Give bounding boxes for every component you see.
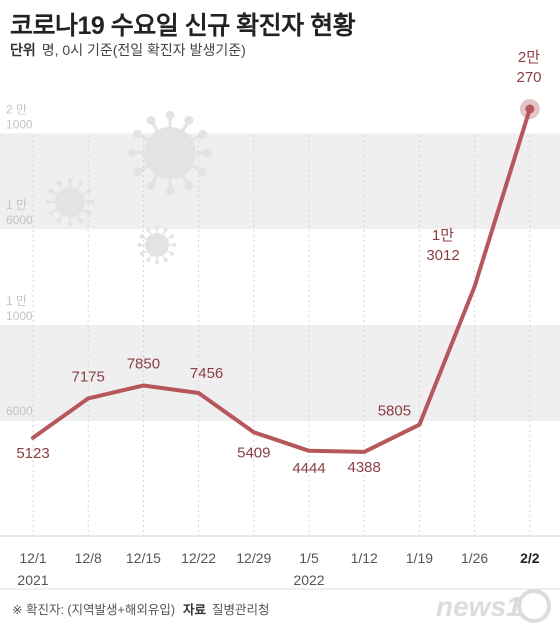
y-tick-label: 1 만 1000 — [6, 294, 33, 323]
x-tick-label: 1/19 — [406, 550, 433, 566]
x-tick-label: 1/5 2022 — [293, 550, 324, 588]
x-tick-label: 12/29 — [236, 550, 271, 566]
data-label: 7850 — [127, 355, 160, 372]
data-label: 2만 270 — [516, 49, 541, 86]
x-tick-label: 1/12 — [351, 550, 378, 566]
virus-decorations — [45, 110, 213, 265]
grid-bands — [0, 133, 560, 421]
y-tick-label: 6000 — [6, 404, 33, 418]
chart-title: 코로나19 수요일 신규 확진자 현황 — [10, 12, 356, 40]
grid-band — [0, 325, 560, 421]
footer-note: ※ 확진자: (지역발생+해외유입) 자료 질병관리청 — [12, 599, 270, 618]
chart-subtitle: 단위 명, 0시 기준(전일 확진자 발생기준) — [10, 40, 246, 60]
logo-circle-icon — [517, 589, 551, 623]
source-label: 자료 — [183, 603, 207, 617]
unit-text: 명, 0시 기준(전일 확진자 발생기준) — [41, 42, 246, 58]
source-name: 질병관리청 — [212, 603, 270, 617]
x-tick-label: 1/26 — [461, 550, 488, 566]
virus-icon — [127, 110, 213, 196]
data-label: 5805 — [378, 403, 411, 420]
x-axis: 12/1 2021 12/8 12/15 12/22 12/29 1/5 2022 1/12 1/… — [0, 535, 560, 590]
logo-text: news1 — [436, 591, 522, 622]
grid-band — [0, 133, 560, 230]
y-axis-ticks: 6000 1 만 1000 1 만 6000 2 만 1000 — [6, 102, 33, 418]
news1-logo: news1 — [436, 589, 551, 623]
definition-note: ※ 확진자: (지역발생+해외유입) — [12, 603, 176, 617]
data-labels: 5123 7175 7850 7456 5409 4444 4388 5805 1만 3012 2만… — [16, 49, 541, 477]
data-series — [31, 98, 540, 454]
series-line — [31, 107, 532, 454]
unit-label: 단위 — [10, 42, 36, 58]
x-tick-label: 12/22 — [181, 550, 216, 566]
data-label: 4388 — [348, 459, 381, 476]
last-point-marker — [525, 104, 535, 114]
x-tick-label: 12/15 — [126, 550, 161, 566]
x-tick-label: 2/2 — [520, 550, 540, 566]
x-guide-lines — [32, 135, 531, 536]
y-tick-label: 1 만 6000 — [6, 198, 33, 227]
data-label: 5123 — [16, 445, 49, 462]
y-tick-label: 2 만 1000 — [6, 102, 33, 131]
data-label: 4444 — [292, 460, 325, 477]
data-label: 7456 — [190, 365, 223, 382]
virus-icon — [137, 225, 177, 265]
data-label: 7175 — [72, 368, 105, 385]
x-tick-label: 12/8 — [75, 550, 102, 566]
x-tick-label: 12/1 2021 — [17, 550, 48, 588]
data-label: 1만 3012 — [426, 227, 459, 264]
virus-icon — [45, 177, 95, 227]
data-label: 5409 — [237, 444, 270, 461]
